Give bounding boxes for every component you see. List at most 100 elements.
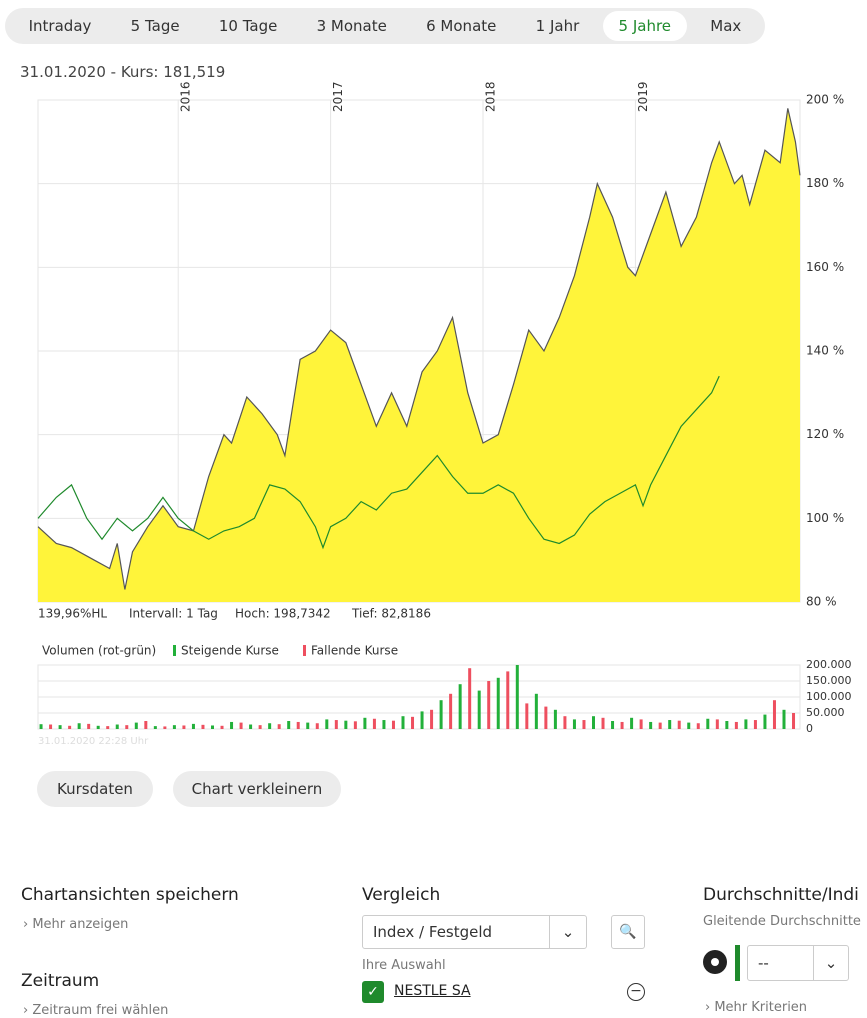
bar [420, 711, 424, 729]
bar [430, 709, 434, 729]
bar [363, 717, 367, 729]
bar [582, 720, 586, 729]
select-arrow[interactable]: ⌄ [813, 946, 848, 980]
y-tick-label: 160 % [806, 260, 844, 274]
panel-title: Chartansichten speichern [21, 885, 239, 905]
bar [230, 721, 234, 729]
bar [325, 719, 329, 729]
bar [772, 700, 776, 729]
bar [106, 726, 110, 729]
x-tick-label: 2019 [636, 81, 650, 112]
button[interactable]: Kursdaten [37, 771, 153, 807]
bar [496, 677, 500, 729]
bar [572, 719, 576, 729]
y-tick-label: 120 % [806, 427, 844, 441]
search-button[interactable]: 🔍 [611, 915, 645, 949]
line [37, 375, 720, 550]
bar [210, 725, 214, 729]
bar [77, 723, 81, 729]
stat: Hoch: 198,7342 [235, 607, 331, 621]
x-tick-label: 2018 [484, 81, 498, 112]
panel-title: Durchschnitte/Indi [703, 885, 859, 905]
bar [639, 719, 643, 729]
bar [391, 720, 395, 729]
stat: Intervall: 1 Tag [129, 607, 218, 621]
bar [687, 722, 691, 729]
bar [487, 681, 491, 729]
bar [658, 722, 662, 729]
select[interactable]: Index / Festgeld ⌄ [362, 915, 587, 949]
tab[interactable]: 5 Tage [130, 17, 180, 35]
y-tick-label: 200 % [806, 93, 844, 107]
select-arrow[interactable]: ⌄ [549, 916, 586, 948]
y-tick-label: 100 % [806, 511, 844, 525]
y-tick-label: 80 % [806, 595, 837, 609]
bar [201, 724, 205, 729]
legend-swatch [303, 645, 306, 656]
legend-label: Fallende Kurse [311, 644, 398, 658]
select[interactable]: -- ⌄ [747, 945, 849, 981]
link[interactable]: › Mehr anzeigen [23, 917, 129, 932]
y-tick-label: 180 % [806, 176, 844, 190]
tab[interactable]: 1 Jahr [535, 17, 580, 35]
bar [706, 718, 710, 729]
y-tick-label: 140 % [806, 344, 844, 358]
color-swatch[interactable] [735, 945, 740, 981]
bar [725, 721, 729, 729]
tab[interactable]: Max [710, 17, 742, 35]
select-text: Index / Festgeld [373, 923, 493, 941]
legend-title: Volumen (rot-grün) [42, 644, 156, 658]
link[interactable]: › Zeitraum frei wählen [23, 1003, 169, 1018]
tab[interactable]: 3 Monate [316, 17, 387, 35]
radio[interactable] [703, 950, 727, 974]
y-tick-label: 200.000 [806, 658, 852, 671]
charts: 80 % 100 % 120 % 140 % 160 % 180 % 200 % 2016 20… [37, 81, 852, 747]
selected-item[interactable]: NESTLE SA [394, 983, 471, 999]
bar [515, 665, 519, 729]
stat: Tief: 82,8186 [351, 607, 431, 621]
bar [144, 721, 148, 729]
caption: Gleitende Durchschnitte [703, 914, 861, 929]
bar [553, 709, 557, 729]
tab[interactable]: Intraday [28, 17, 92, 35]
bar [287, 721, 291, 729]
y-tick-label: 150.000 [806, 674, 852, 687]
bar [249, 724, 253, 729]
bar [191, 723, 195, 729]
link-text[interactable]: Mehr anzeigen [32, 917, 129, 932]
bar [677, 720, 681, 729]
bar [315, 723, 319, 729]
bar [534, 693, 538, 729]
bar [744, 719, 748, 729]
bar [268, 723, 272, 729]
tab[interactable]: 10 Tage [218, 17, 278, 35]
line [37, 108, 801, 590]
bar [296, 721, 300, 729]
x-tick-label: 2016 [179, 81, 193, 112]
bar [753, 720, 757, 729]
link-text[interactable]: Zeitraum frei wählen [32, 1003, 169, 1018]
link[interactable]: › Mehr Kriterien [705, 1000, 808, 1015]
x-tick-label: 2017 [331, 81, 345, 112]
bar [411, 716, 415, 729]
quote: 31.01.2020 - Kurs: 181,519 [20, 63, 226, 81]
checkbox[interactable]: ✓ [362, 981, 384, 1003]
legend-swatch [173, 645, 176, 656]
link-text[interactable]: Mehr Kriterien [714, 1000, 808, 1015]
stat: 139,96%HL [38, 607, 107, 621]
button[interactable]: Chart verkleinern [173, 771, 341, 807]
tab[interactable]: 6 Monate [426, 17, 497, 35]
tab[interactable]: 5 Jahre [602, 11, 688, 41]
remove-button[interactable]: − [627, 983, 645, 1001]
bar [449, 693, 453, 729]
bar [734, 721, 738, 729]
bar [239, 722, 243, 729]
bar [39, 724, 43, 729]
bar [563, 716, 567, 729]
bar [134, 722, 138, 729]
tab-bar: Intraday 5 Tage 10 Tage 3 Monate 6 Monate 1 J… [5, 8, 765, 44]
bar [630, 717, 634, 729]
bar [401, 716, 405, 729]
bar [382, 720, 386, 729]
